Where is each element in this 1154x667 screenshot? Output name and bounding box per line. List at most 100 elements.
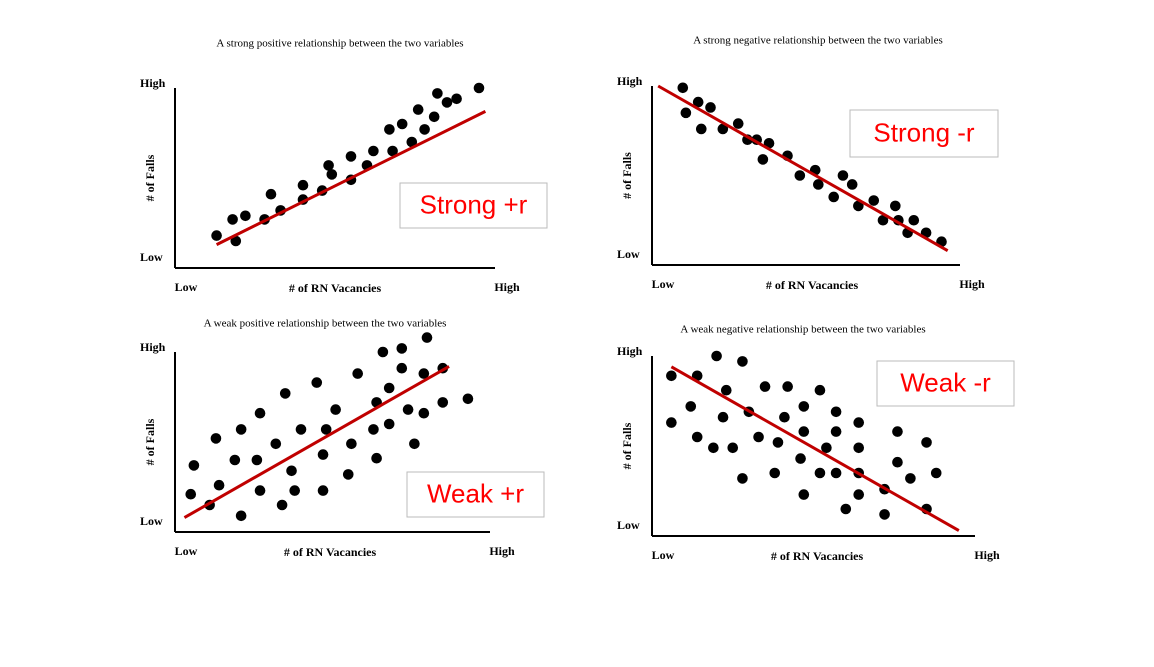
point [383, 382, 395, 394]
y-tick-label: Low [617, 247, 640, 261]
point [908, 214, 920, 226]
annotation-box [849, 109, 999, 158]
point [330, 404, 341, 415]
point [368, 145, 379, 157]
trend-line [215, 110, 487, 246]
point [451, 93, 462, 105]
point [317, 449, 329, 460]
point [814, 467, 826, 479]
point [853, 417, 865, 428]
annotation: Weak -r [900, 367, 991, 397]
point [387, 145, 398, 157]
point [890, 200, 901, 212]
chart-title: A strong negative relationship between t… [693, 35, 943, 47]
point [462, 393, 474, 405]
point [371, 452, 382, 464]
point [727, 442, 739, 454]
point [798, 489, 810, 500]
annotation-box [399, 182, 548, 229]
point [795, 453, 806, 464]
point [254, 485, 266, 496]
point [677, 82, 689, 94]
point [921, 437, 932, 448]
y-axis-label: # of Falls [620, 422, 634, 469]
point [717, 123, 729, 135]
point [406, 136, 418, 148]
point [853, 442, 865, 454]
point [317, 485, 329, 496]
point [279, 388, 291, 399]
point [289, 485, 301, 496]
point [782, 381, 793, 392]
point [418, 407, 430, 419]
y-tick-label: High [617, 74, 643, 88]
point [830, 426, 842, 437]
point [879, 509, 890, 520]
point [286, 465, 297, 477]
point [779, 411, 790, 423]
point [254, 407, 266, 419]
y-axis-label: # of Falls [143, 418, 157, 465]
point [840, 503, 852, 515]
point [828, 191, 840, 203]
y-axis-label: # of Falls [143, 154, 157, 201]
x-tick-label: High [494, 280, 520, 294]
point [473, 82, 485, 94]
point [311, 377, 323, 388]
point [772, 437, 784, 448]
point [402, 404, 414, 415]
point [396, 343, 408, 354]
point [830, 467, 842, 479]
point [185, 488, 197, 500]
x-tick-label: Low [652, 277, 675, 291]
point [437, 397, 449, 408]
y-tick-label: Low [140, 250, 163, 264]
point [297, 179, 309, 191]
point [409, 438, 420, 450]
point [846, 179, 858, 190]
point [705, 102, 716, 113]
point [396, 118, 408, 130]
point [798, 426, 810, 437]
point [432, 88, 443, 99]
point [270, 438, 282, 450]
point [323, 160, 334, 171]
point [666, 370, 677, 382]
trend-line [183, 365, 450, 519]
point [235, 510, 247, 522]
x-tick-label: Low [175, 544, 198, 558]
x-tick-label: Low [175, 280, 198, 294]
point [396, 362, 408, 374]
point [737, 356, 748, 367]
y-tick-label: Low [617, 518, 640, 532]
y-tick-label: Low [140, 514, 163, 528]
point [892, 426, 903, 437]
point [418, 368, 430, 379]
point [680, 107, 692, 119]
point [692, 96, 704, 108]
annotation-box [876, 360, 1015, 407]
point [769, 467, 781, 479]
point [210, 433, 222, 444]
point [377, 346, 389, 358]
point [421, 332, 433, 343]
point [227, 214, 238, 225]
point [229, 454, 241, 466]
point [230, 235, 242, 247]
point [868, 195, 880, 206]
point [853, 200, 864, 212]
point [326, 169, 338, 180]
point [720, 384, 732, 396]
point [666, 417, 677, 428]
y-tick-label: High [140, 340, 166, 354]
point [759, 381, 771, 392]
chart-title: A weak negative relationship between the… [680, 324, 925, 336]
y-tick-label: High [140, 76, 166, 90]
point [814, 384, 826, 396]
point [853, 489, 865, 500]
point [265, 188, 277, 200]
point [320, 424, 332, 435]
point [794, 170, 806, 181]
point [383, 418, 395, 430]
